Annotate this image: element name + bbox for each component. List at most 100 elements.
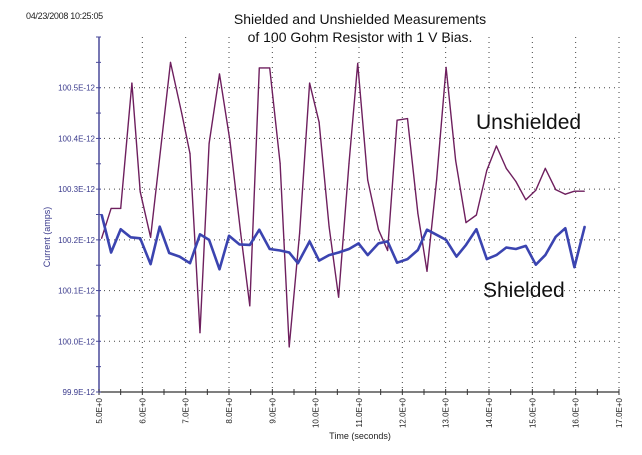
data-point-shielded — [228, 235, 230, 237]
x-tick-label: 8.0E+0 — [225, 397, 234, 423]
data-point-unshielded — [269, 67, 271, 69]
data-point-shielded — [387, 240, 389, 242]
data-point-shielded — [348, 248, 350, 250]
data-point-shielded — [288, 251, 290, 254]
chart-title: Shielded and Unshielded Measurements of … — [200, 10, 520, 46]
data-point-shielded — [189, 262, 191, 264]
data-point-unshielded — [445, 66, 447, 69]
data-point-unshielded — [348, 162, 350, 164]
y-tick-label: 100.1E-12 — [58, 287, 95, 296]
data-point-shielded — [367, 254, 369, 256]
data-point-shielded — [357, 242, 360, 245]
data-point-shielded — [297, 262, 299, 264]
data-point-shielded — [208, 239, 210, 241]
data-point-shielded — [406, 258, 409, 260]
data-point-unshielded — [583, 190, 585, 192]
data-point-shielded — [417, 249, 419, 251]
data-point-unshielded — [279, 162, 281, 164]
data-point-shielded — [101, 213, 103, 216]
data-point-unshielded — [169, 61, 172, 63]
data-point-unshielded — [555, 189, 557, 191]
data-point-shielded — [505, 246, 507, 249]
series-line-unshielded — [100, 61, 585, 348]
y-tick-label: 100.2E-12 — [58, 236, 95, 245]
y-axis-label: Current (amps) — [42, 206, 52, 268]
y-tick-label: 100.4E-12 — [58, 134, 95, 143]
y-tick-label: 100.3E-12 — [58, 185, 95, 194]
data-point-shielded — [455, 255, 458, 258]
data-point-unshielded — [455, 159, 457, 161]
series-line-shielded — [100, 214, 587, 271]
data-point-shielded — [309, 240, 311, 242]
data-point-unshielded — [573, 190, 575, 192]
data-point-unshielded — [318, 121, 320, 123]
data-point-shielded — [159, 226, 161, 228]
data-point-shielded — [328, 254, 330, 256]
data-point-unshielded — [367, 179, 369, 181]
data-point-unshielded — [377, 229, 380, 231]
data-point-shielded — [555, 236, 557, 238]
data-point-unshielded — [505, 167, 507, 169]
data-point-unshielded — [110, 207, 112, 210]
data-point-shielded — [495, 254, 497, 256]
chart-title-line-1: Shielded and Unshielded Measurements — [233, 11, 487, 27]
x-tick-label: 7.0E+0 — [182, 397, 191, 423]
data-point-unshielded — [417, 212, 419, 215]
data-point-unshielded — [249, 305, 251, 307]
data-point-unshielded — [357, 62, 359, 64]
data-point-shielded — [564, 227, 566, 229]
data-point-unshielded — [288, 346, 290, 348]
data-point-shielded — [238, 243, 240, 246]
data-point-unshielded — [495, 145, 497, 147]
data-point-shielded — [475, 228, 478, 230]
data-point-shielded — [218, 268, 221, 270]
data-point-shielded — [377, 242, 380, 245]
series-label-shielded: Shielded — [483, 279, 565, 302]
data-point-shielded — [279, 249, 281, 252]
data-point-shielded — [130, 236, 132, 238]
data-point-shielded — [445, 239, 447, 241]
x-tick-label: 15.0E+0 — [528, 397, 537, 428]
data-point-unshielded — [181, 112, 183, 115]
data-point-unshielded — [486, 169, 488, 171]
data-point-shielded — [396, 262, 398, 264]
data-point-shielded — [258, 229, 260, 231]
x-tick-label: 6.0E+0 — [138, 397, 147, 423]
data-point-unshielded — [406, 118, 409, 120]
data-point-shielded — [139, 237, 141, 239]
x-tick-label: 5.0E+0 — [95, 397, 104, 423]
data-point-shielded — [486, 258, 488, 260]
data-point-unshielded — [218, 73, 221, 75]
x-tick-label: 9.0E+0 — [268, 397, 277, 423]
chart-subtitle: of 100 Gohm Resistor with 1 V Bias. — [247, 29, 473, 45]
data-point-unshielded — [229, 139, 231, 142]
data-point-unshielded — [240, 232, 242, 234]
data-point-shielded — [544, 254, 546, 256]
data-point-unshielded — [131, 82, 133, 84]
series-label-unshielded: Unshielded — [476, 111, 582, 134]
data-point-shielded — [525, 245, 527, 247]
data-point-shielded — [584, 225, 586, 227]
data-point-unshielded — [120, 207, 122, 210]
data-point-unshielded — [475, 214, 478, 216]
data-point-unshielded — [199, 332, 201, 334]
x-tick-label: 16.0E+0 — [572, 397, 581, 428]
data-point-unshielded — [515, 180, 517, 183]
data-point-unshielded — [101, 237, 103, 239]
data-point-unshielded — [544, 167, 546, 169]
data-point-shielded — [426, 229, 428, 231]
data-point-shielded — [573, 266, 575, 268]
data-point-unshielded — [465, 222, 467, 224]
data-point-shielded — [199, 233, 201, 235]
data-point-shielded — [149, 263, 152, 265]
data-point-shielded — [168, 252, 170, 254]
x-axis-label: Time (seconds) — [329, 431, 391, 441]
y-tick-label: 100.5E-12 — [58, 84, 95, 93]
x-tick-label: 11.0E+0 — [355, 397, 364, 427]
y-tick-label: 99.9E-12 — [63, 388, 96, 397]
data-point-unshielded — [258, 67, 260, 69]
data-point-shielded — [435, 234, 438, 236]
data-point-shielded — [515, 248, 517, 250]
data-point-shielded — [269, 248, 271, 250]
